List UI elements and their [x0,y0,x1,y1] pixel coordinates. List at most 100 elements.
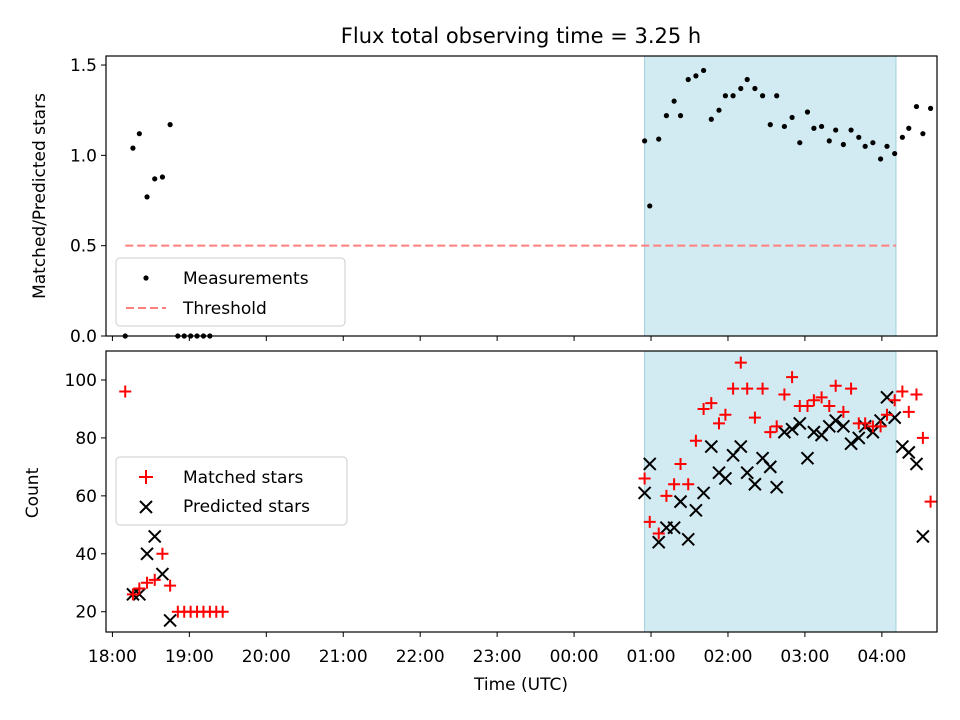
matched-star-point [756,382,769,395]
matched-star-point [164,579,177,592]
matched-star-point [778,388,791,401]
measurement-point [716,107,722,113]
matched-star-point [910,388,923,401]
x-tick-label: 04:00 [857,647,906,667]
bottom-shaded-region [644,350,897,633]
measurement-point [913,103,920,110]
matched-star-point [705,397,718,410]
matched-star-point [880,408,893,421]
top-plot-frame [105,55,938,337]
predicted-star-point [916,529,930,544]
predicted-star-point [800,451,815,465]
predicted-star-point [718,471,733,486]
bottom-y-tick-label: 40 [75,545,97,565]
measurement-point [870,140,876,146]
matched-star-point [133,582,146,595]
measurement-point [833,127,839,133]
matched-star-point [823,400,836,413]
matched-star-point [837,405,850,418]
bottom-y-axis-label: Count [23,467,43,518]
top-y-tick-label: 1.5 [70,56,97,76]
predicted-star-point [852,431,866,445]
predicted-star-point [689,503,703,518]
matched-star-point [815,391,828,404]
predicted-star-point [667,521,681,535]
predicted-star-point [734,439,748,454]
matched-star-point [652,527,665,540]
matched-star-point [148,573,161,586]
matched-star-point [748,411,761,424]
measurement-point [892,150,898,157]
bottom-y-tick-label: 80 [75,429,97,449]
matched-star-point [902,405,915,418]
measurement-point [797,140,803,146]
matched-star-point [807,394,820,407]
x-tick-label: 23:00 [473,647,522,667]
x-tick-label: 03:00 [780,647,829,667]
predicted-star-point [909,457,924,471]
x-tick-label: 21:00 [319,647,368,667]
predicted-star-point [887,410,902,425]
x-tick-label: 18:00 [88,647,137,667]
legend-measurements-label: Measurements [183,269,309,289]
predicted-star-point [155,567,170,581]
matched-star-point [924,495,937,508]
x-tick-label: 19:00 [165,647,214,667]
matched-star-point [216,605,229,618]
measurement-point [159,174,166,180]
predicted-star-point [748,477,762,491]
top-legend: Measurements Threshold [115,257,346,327]
measurement-point [759,93,766,99]
measurement-point [818,123,825,130]
predicted-star-point [637,486,652,500]
matched-star-point [126,588,139,601]
predicted-star-point [793,416,807,431]
measurement-point [848,127,854,133]
legend-predicted-label: Predicted stars [183,497,310,517]
x-tick-label: 20:00 [242,647,291,667]
predicted-star-point [763,460,777,474]
predicted-star-point [140,547,154,561]
predicted-star-point [652,535,666,549]
matched-star-point [727,382,740,395]
measurement-point [906,125,912,131]
predicted-star-point [844,436,858,451]
predicted-star-point [836,419,851,434]
matched-star-point [156,547,169,560]
matched-star-point [668,478,681,491]
measurement-point [752,85,758,92]
measurement-point [730,93,736,99]
measurement-point [677,113,684,119]
matched-star-point [770,420,783,433]
measurement-point [708,116,714,122]
x-tick-label: 02:00 [703,647,752,667]
measurement-point [920,131,926,137]
legend-threshold-label: Threshold [182,299,267,319]
matched-star-point [801,400,814,413]
predicted-star-point [785,422,799,436]
predicted-star-point [740,465,754,480]
measurement-point [152,176,158,182]
legend-matched-marker [139,470,153,484]
measurement-point [136,131,142,137]
measurement-point [738,85,744,92]
x-axis-label: Time (UTC) [473,675,568,695]
predicted-star-point [673,494,688,509]
measurement-point [693,73,699,79]
predicted-star-point [681,532,695,547]
measurement-point [642,138,648,144]
measurement-point [927,105,934,111]
chart-title: Flux total observing time = 3.25 h [341,24,701,48]
measurement-point [840,141,846,148]
top-y-tick-label: 1.0 [70,146,97,166]
predicted-star-point [148,529,162,544]
bottom-y-tick-label: 60 [75,487,97,507]
measurement-point [671,98,677,104]
matched-star-point [697,402,710,415]
matched-star-point [764,426,777,439]
matched-star-point [638,472,651,485]
matched-star-point [643,515,656,528]
top-panel: 0.0 0.5 1.0 1.5 Matched/Predicted stars Mea… [30,55,938,347]
measurement-point [647,203,653,209]
